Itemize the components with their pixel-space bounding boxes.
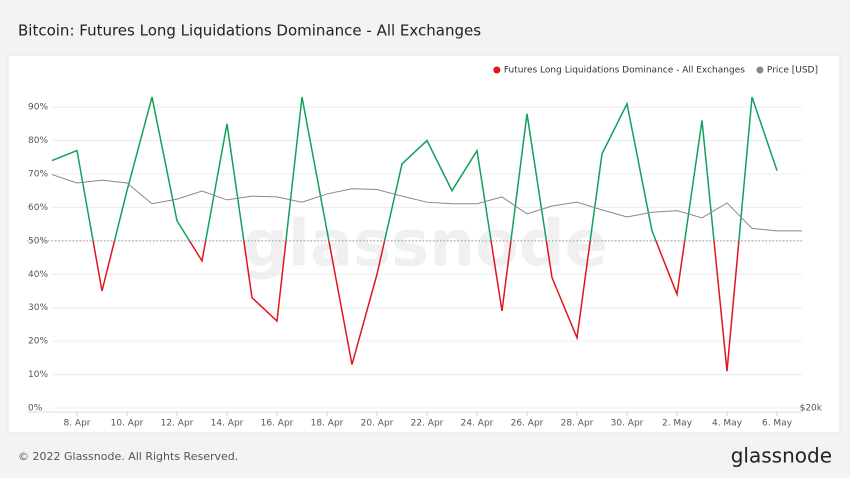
line-below [92,240,740,372]
chart-title: Bitcoin: Futures Long Liquidations Domin… [18,22,481,40]
footer: © 2022 Glassnode. All Rights Reserved. [18,450,238,463]
y-tick-label: 0% [28,404,43,414]
y-tick-label: 20% [28,337,48,347]
x-tick-label: 10. Apr [111,419,144,429]
y2-tick-label: $20k [800,404,823,414]
x-tick-label: 2. May [662,419,693,429]
watermark: glassnode [242,208,608,282]
y-tick-label: 90% [28,103,48,113]
x-tick-label: 20. Apr [361,419,394,429]
x-tick-label: 14. Apr [211,419,244,429]
x-tick-label: 26. Apr [511,419,544,429]
legend-label: Futures Long Liquidations Dominance - Al… [504,66,745,76]
legend-label: Price [USD] [767,66,818,76]
y-tick-label: 60% [28,203,48,213]
y-tick-label: 40% [28,270,48,280]
y-tick-label: 30% [28,303,48,313]
brand-logo: glassnode [731,444,832,468]
y-tick-label: 10% [28,370,48,380]
x-tick-label: 6. May [762,419,793,429]
x-tick-label: 4. May [712,419,743,429]
x-tick-label: 28. Apr [561,419,594,429]
line [51,174,802,232]
x-tick-label: 24. Apr [461,419,494,429]
legend-marker [756,66,764,74]
y-tick-label: 80% [28,136,48,146]
y-tick-label: 70% [28,169,48,179]
x-tick-label: 30. Apr [611,419,644,429]
x-tick-label: 22. Apr [411,419,444,429]
x-tick-label: 12. Apr [161,419,194,429]
legend-marker [493,66,501,74]
x-tick-label: 18. Apr [311,419,344,429]
x-tick-label: 8. Apr [63,419,90,429]
x-tick-label: 16. Apr [261,419,294,429]
